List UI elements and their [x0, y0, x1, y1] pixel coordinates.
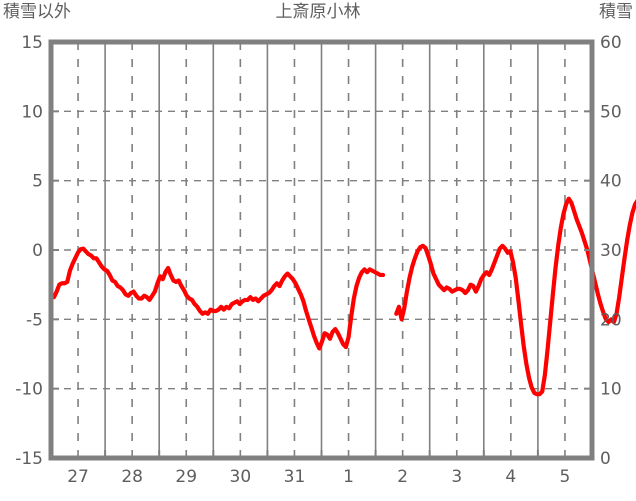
- x-tick-label: 27: [67, 467, 89, 487]
- left-axis-tick-labels: 15 10 5 0 -5 -10 -15: [15, 33, 43, 469]
- left-tick-label: 5: [32, 172, 43, 192]
- right-tick-label: 40: [600, 172, 622, 192]
- x-tick-label: 3: [451, 467, 462, 487]
- x-tick-label: 31: [284, 467, 306, 487]
- right-tick-label: 30: [600, 241, 622, 261]
- right-tick-label: 10: [600, 380, 622, 400]
- x-tick-label: 4: [505, 467, 516, 487]
- left-tick-label: 0: [32, 241, 43, 261]
- x-tick-label: 29: [175, 467, 197, 487]
- grid-layer: [51, 42, 592, 458]
- tick-marks: [51, 110, 592, 458]
- x-tick-label: 1: [343, 467, 354, 487]
- x-tick-label: 2: [397, 467, 408, 487]
- right-tick-label: 60: [600, 33, 622, 53]
- left-tick-label: -10: [15, 380, 43, 400]
- left-tick-label: -5: [26, 310, 43, 330]
- left-axis-title: 積雪以外: [3, 2, 71, 22]
- right-axis-tick-labels: 60 50 40 30 20 10 0: [600, 33, 622, 469]
- chart-title: 上斎原小林: [275, 2, 361, 22]
- right-tick-label: 0: [600, 449, 611, 469]
- right-tick-label: 50: [600, 102, 622, 122]
- right-axis-title: 積雪: [599, 2, 633, 22]
- left-tick-label: 10: [21, 102, 43, 122]
- left-tick-label: -15: [15, 449, 43, 469]
- x-tick-label: 30: [230, 467, 252, 487]
- x-tick-label: 28: [121, 467, 143, 487]
- right-tick-label: 20: [600, 310, 622, 330]
- series-layer: [51, 196, 636, 397]
- x-axis-tick-labels: 27 28 29 30 31 1 2 3 4 5: [67, 467, 570, 487]
- left-tick-label: 15: [21, 33, 43, 53]
- x-tick-label: 5: [560, 467, 571, 487]
